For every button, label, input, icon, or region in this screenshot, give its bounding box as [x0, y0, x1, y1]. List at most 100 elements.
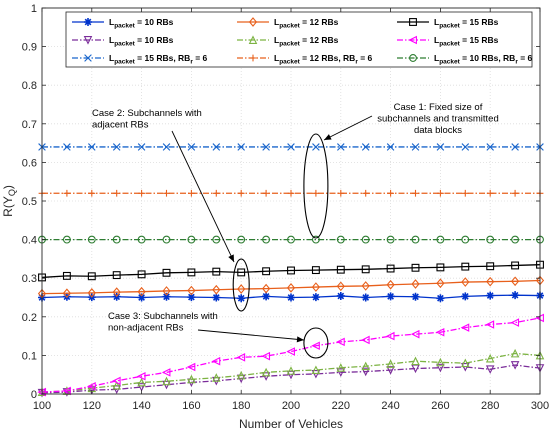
legend-entry: Lpacket = 12 RBs, RBr = 6: [237, 53, 373, 66]
data-point: [212, 284, 221, 295]
data-point: [287, 235, 295, 244]
legend-marker: [83, 36, 93, 45]
data-point: [112, 235, 121, 244]
data-point: [411, 279, 420, 289]
data-point: [386, 279, 395, 290]
legend-label-sub2: r: [355, 59, 358, 66]
data-point: [286, 347, 295, 356]
data-point: [411, 263, 420, 272]
legend-entry: Lpacket = 15 RBs: [397, 35, 499, 48]
y-axis-label-close: ): [1, 185, 15, 189]
y-tick-label: 0.8: [22, 80, 37, 92]
data-point: [261, 351, 271, 361]
data-point: [162, 292, 171, 301]
x-tick-label: 140: [132, 400, 150, 412]
data-point: [162, 286, 171, 296]
legend-entry: Lpacket = 15 RBs, RBr = 6: [72, 53, 208, 66]
y-tick-label: 1: [31, 3, 37, 15]
data-point: [187, 235, 196, 244]
x-tick-label: 100: [33, 400, 51, 412]
case3-ellipse: [303, 327, 329, 359]
series-2: [37, 275, 545, 299]
data-point: [262, 143, 270, 151]
data-point: [486, 143, 494, 151]
legend-label-sub: packet: [279, 41, 300, 48]
series-line: [41, 264, 541, 279]
data-point: [87, 288, 96, 298]
legend-label: Lpacket = 10 RBs: [109, 35, 174, 48]
data-point: [237, 235, 246, 244]
data-point: [88, 143, 96, 151]
data-point: [311, 365, 321, 375]
x-tick-label: 300: [531, 400, 549, 412]
data-point: [137, 293, 146, 302]
data-point: [336, 368, 346, 378]
series-3: [38, 260, 544, 282]
data-point: [336, 337, 345, 347]
data-point: [511, 143, 519, 151]
legend-marker: [248, 35, 258, 44]
data-point: [212, 267, 221, 276]
data-point: [286, 283, 296, 293]
legend-label-rest: = 15 RBs, RB: [135, 53, 191, 63]
data-point: [311, 266, 320, 275]
data-point: [511, 261, 520, 270]
data-point: [236, 353, 246, 362]
y-tick-label: 0.6: [22, 157, 37, 169]
data-point: [336, 363, 346, 372]
data-point: [510, 318, 520, 327]
legend-label-sub2: r: [190, 59, 193, 66]
legend-marker: [248, 17, 258, 27]
data-point: [361, 361, 370, 371]
data-point: [137, 383, 146, 392]
data-point: [411, 143, 420, 151]
data-point: [262, 235, 271, 244]
data-point: [486, 262, 495, 271]
data-point: [137, 143, 146, 151]
data-point: [511, 291, 520, 300]
legend-label-sub: packet: [279, 23, 300, 30]
data-point: [411, 356, 420, 366]
data-point: [311, 293, 320, 302]
data-point: [62, 271, 71, 280]
data-point: [486, 235, 495, 244]
data-point: [485, 320, 495, 329]
legend-entry: Lpacket = 10 RBs, RBr = 6: [397, 53, 533, 66]
data-point: [461, 235, 470, 244]
data-point: [287, 189, 295, 197]
legend-marker: [409, 18, 417, 26]
data-point: [262, 267, 271, 276]
data-point: [361, 235, 370, 244]
data-point: [461, 358, 470, 368]
legend-label-rest2: = 6: [358, 53, 373, 63]
data-point: [137, 235, 146, 244]
legend-entry: Lpacket = 12 RBs: [237, 17, 339, 30]
annotation-text: Case 1: Fixed size of subchannels and tra…: [377, 102, 498, 136]
data-point: [386, 143, 395, 151]
legend-label-rest2: = 6: [518, 53, 533, 63]
data-point: [336, 265, 345, 274]
annotation-arrow-head: [324, 134, 332, 140]
data-point: [87, 272, 96, 281]
legend-label-main: L: [274, 35, 279, 45]
data-point: [112, 143, 121, 151]
series-1: [38, 291, 544, 303]
data-point: [161, 368, 171, 377]
data-point: [312, 189, 320, 197]
annotation-line: adjacent RBs: [92, 120, 149, 131]
data-point: [361, 265, 370, 274]
annotation-line: subchannels and transmitted: [377, 114, 498, 125]
legend-label-main: L: [434, 17, 439, 27]
case2-ellipse: [232, 258, 250, 312]
data-point: [312, 143, 320, 151]
case1-ellipse: [303, 133, 329, 239]
legend-marker: [84, 54, 92, 62]
data-point: [460, 323, 470, 332]
data-point: [187, 268, 196, 277]
legend-label-rest: = 15 RBs: [460, 35, 499, 45]
legend-marker: [84, 18, 92, 26]
annotation-text: Case 3: Subchannels with non-adjacent RBs: [108, 311, 218, 334]
data-point: [337, 189, 345, 197]
legend-label-sub: packet: [439, 59, 460, 66]
